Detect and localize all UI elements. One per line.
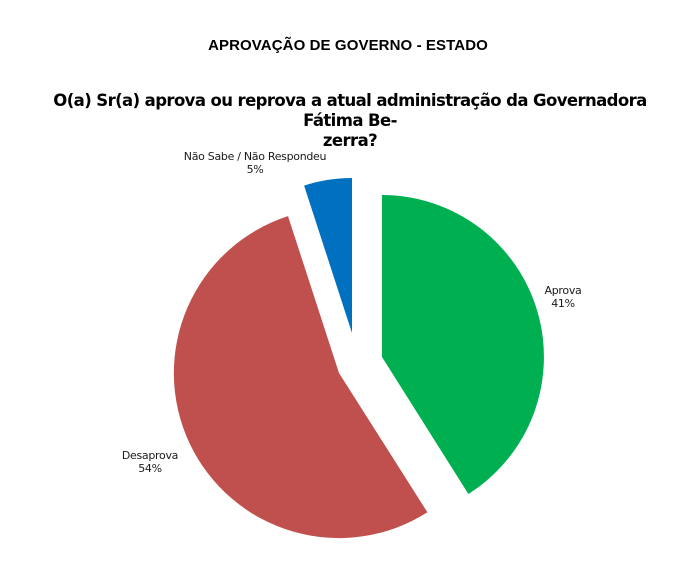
label-aprova: Aprova 41% bbox=[528, 284, 598, 310]
pie-slice-aprova[interactable] bbox=[382, 195, 544, 494]
pie-slice-nao-sabe[interactable] bbox=[304, 178, 352, 333]
label-nao-sabe-pct: 5% bbox=[246, 163, 264, 176]
question-line-2: zerra? bbox=[322, 131, 378, 150]
chart-title: APROVAÇÃO DE GOVERNO - ESTADO bbox=[208, 37, 488, 54]
label-aprova-pct: 41% bbox=[551, 297, 575, 310]
question-line-1: O(a) Sr(a) aprova ou reprova a atual adm… bbox=[53, 91, 647, 130]
label-desaprova-name: Desaprova bbox=[121, 449, 179, 462]
label-nao-sabe-name: Não Sabe / Não Respondeu bbox=[183, 150, 327, 163]
chart-question: O(a) Sr(a) aprova ou reprova a atual adm… bbox=[30, 91, 670, 151]
label-nao-sabe: Não Sabe / Não Respondeu 5% bbox=[170, 150, 340, 176]
label-aprova-name: Aprova bbox=[544, 284, 582, 297]
pie-slice-desaprova[interactable] bbox=[173, 216, 428, 539]
label-desaprova: Desaprova 54% bbox=[110, 449, 190, 475]
label-desaprova-pct: 54% bbox=[138, 462, 162, 475]
